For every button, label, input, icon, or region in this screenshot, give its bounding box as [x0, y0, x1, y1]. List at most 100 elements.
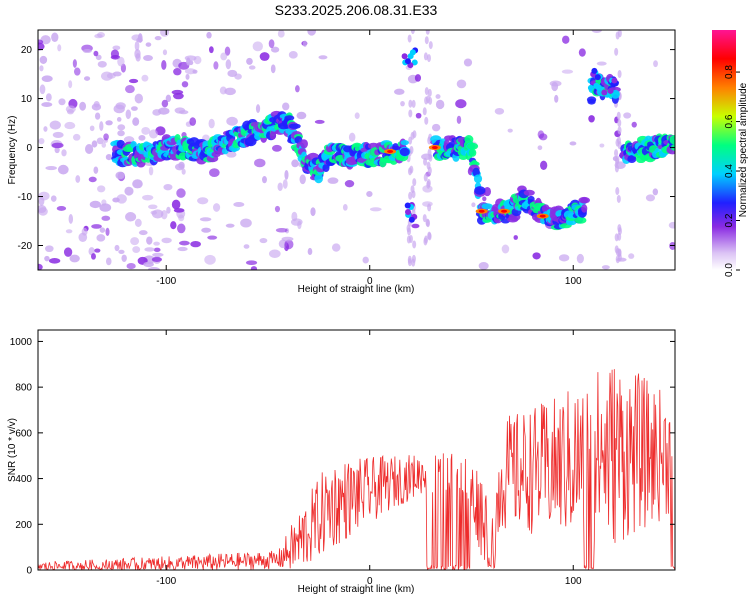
spectrogram-speckle [38, 39, 44, 45]
spectrogram-speckle [331, 243, 341, 252]
spectrogram-stripe [617, 69, 622, 78]
spectrogram-speckle [116, 117, 122, 122]
spectrogram-speckle [52, 131, 64, 139]
spectrogram-speckle [209, 46, 214, 54]
spectrogram-speckle [435, 94, 441, 99]
spectrogram-stripe [422, 214, 427, 223]
spectrogram-speckle [117, 56, 125, 67]
spectrogram-speckle [295, 85, 300, 93]
spectrogram-speckle [105, 154, 113, 161]
spectrogram-stripe [408, 99, 413, 108]
spectrogram-speckle [153, 247, 161, 253]
spectrogram-stripe [406, 235, 411, 244]
spectrogram-speckle [268, 39, 275, 49]
spectrogram-speckle [400, 100, 405, 107]
spectrogram-patch [411, 59, 418, 66]
spectrogram-speckle [112, 45, 121, 51]
spectrogram-speckle [56, 206, 67, 211]
spectrogram-stripe [426, 180, 431, 189]
spectrogram-stripe [408, 191, 413, 200]
spectrogram-speckle [101, 215, 111, 221]
spectrogram-speckle [101, 199, 107, 206]
spectrogram-speckle [130, 237, 140, 246]
spectrogram-speckle [38, 42, 45, 51]
spectrogram-stripe [407, 167, 412, 176]
spectrogram-speckle [307, 30, 316, 36]
spectrogram-speckle [160, 210, 168, 220]
spectrogram-speckle [151, 257, 163, 262]
spectrogram-speckle [66, 108, 74, 115]
spectrogram-ridge-blob [471, 159, 478, 167]
spectrogram-speckle [89, 200, 102, 209]
spectrogram-speckle [114, 244, 120, 252]
spectrogram-speckle [124, 186, 134, 196]
spectrogram-speckle [68, 214, 74, 224]
snr-background [38, 330, 675, 570]
spectrogram-speckle [220, 52, 228, 61]
colorbar-gradient [712, 30, 736, 270]
snr-x-tick-label: 0 [367, 576, 373, 587]
spectrogram-speckle [57, 44, 62, 52]
spectrogram-speckle [41, 102, 53, 108]
spectrogram-speckle [366, 190, 373, 198]
spectrogram-speckle [576, 253, 584, 264]
spectrogram-ridge-blob [523, 189, 535, 196]
spectrogram-speckle [148, 129, 159, 139]
spectrogram-speckle [141, 74, 149, 82]
spectrogram-speckle [435, 99, 445, 110]
spectrogram-speckle [75, 175, 81, 183]
spectrogram-speckle [277, 182, 283, 192]
spectrogram-patch [595, 84, 602, 91]
spectrogram-speckle [99, 121, 104, 131]
colorbar-tick-label: 0.4 [724, 164, 735, 178]
spectrogram-patch [409, 49, 416, 56]
spectrogram-speckle [50, 195, 57, 202]
spectrogram-stripe [410, 185, 415, 194]
spectrogram-peak-core [478, 209, 485, 213]
spectrogram-speckle [455, 99, 467, 109]
spectrogram-speckle [431, 123, 441, 132]
spectrogram-speckle [84, 143, 94, 154]
spectrogram-speckle [171, 199, 181, 210]
spectrogram-stripe [615, 255, 620, 264]
spectrogram-speckle [135, 53, 141, 62]
spectrogram-speckle [344, 180, 355, 188]
spectrogram-speckle [173, 68, 182, 76]
spectrogram-stripe [617, 30, 622, 38]
spectrogram-ridge-blob [392, 143, 399, 152]
spectrogram-y-tick-label: 20 [21, 45, 33, 56]
spectrogram-speckle [271, 144, 282, 152]
spectrogram-speckle [240, 218, 252, 228]
spectrogram-speckle [224, 87, 236, 96]
spectrogram-speckle [91, 103, 102, 111]
spectrogram-speckle [206, 31, 212, 39]
spectrogram-speckle [105, 227, 110, 237]
spectrogram-speckle [463, 58, 473, 67]
spectrogram-speckle [186, 57, 191, 66]
spectrogram-stripe [423, 173, 428, 182]
snr-panel: -100 0 100 0 200 400 600 800 1000 Height of str… [7, 329, 676, 595]
spectrogram-stripe [424, 87, 429, 96]
spectrogram-speckle [569, 141, 577, 146]
spectrogram-speckle [123, 136, 135, 144]
snr-x-ticks: -100 0 100 [156, 330, 582, 587]
spectrogram-speckle [96, 234, 106, 242]
spectrogram-speckle [259, 52, 270, 61]
snr-x-label: Height of straight line (km) [298, 584, 415, 595]
snr-y-tick-label: 800 [15, 383, 32, 394]
spectrogram-speckle [44, 255, 50, 262]
spectrogram-peak-core [431, 146, 438, 150]
spectrogram-speckle [138, 230, 148, 236]
spectrogram-stripe [410, 30, 415, 35]
spectrogram-speckle [190, 240, 201, 248]
spectrogram-stripe [428, 41, 433, 50]
spectrogram-stripe [616, 194, 621, 203]
spectrogram-speckle [95, 54, 102, 61]
colorbar-tick-label: 0.6 [724, 114, 735, 128]
spectrogram-speckle [184, 68, 197, 75]
spectrogram-speckle [89, 125, 95, 132]
spectrogram-speckle [252, 41, 263, 52]
spectrogram-stripe [616, 111, 621, 120]
spectrogram-stripe [411, 254, 416, 263]
spectrogram-speckle [282, 102, 290, 111]
